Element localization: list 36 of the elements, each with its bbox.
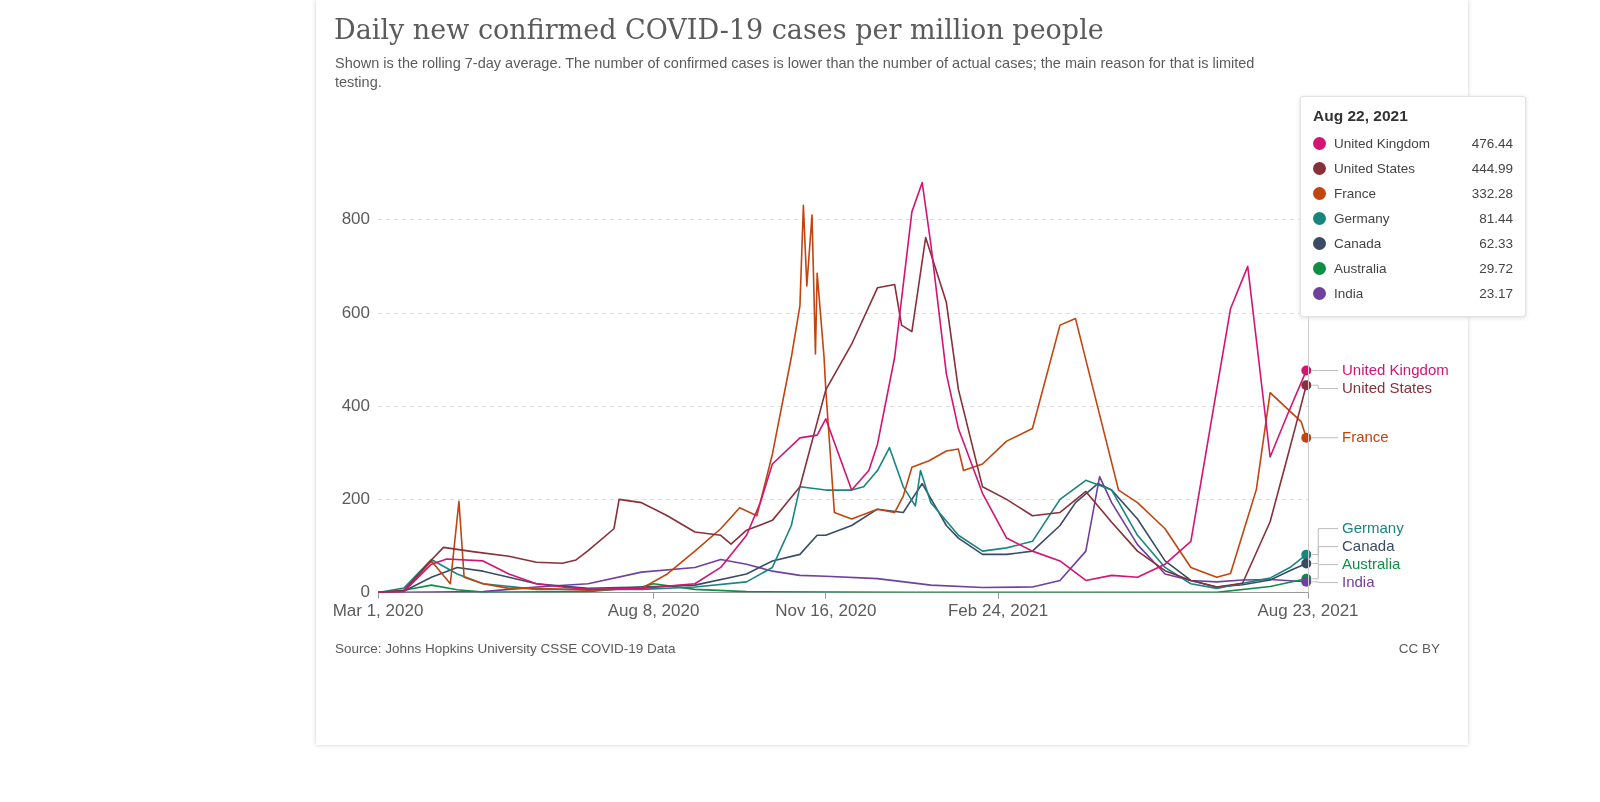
source-note: Source: Johns Hopkins University CSSE COVID-19 Data: [335, 641, 676, 656]
x-tick-label: Feb 24, 2021: [947, 601, 1049, 621]
y-tick-label: 400: [341, 395, 370, 415]
text: 23.17: [1479, 286, 1513, 301]
chart-title: Daily new confirmed COVID-19 cases per million people: [334, 14, 1104, 45]
text: United States: [1342, 378, 1433, 396]
y-tick-label: 0: [360, 582, 370, 602]
legend-label: Canada: [1334, 236, 1383, 251]
text: Germany: [1342, 518, 1404, 536]
x-tick-label: Aug 23, 2021: [1257, 601, 1359, 621]
legend-label: Germany: [1334, 211, 1391, 226]
y-tick-label: 600: [341, 302, 370, 322]
text: 81.44: [1479, 211, 1513, 226]
legend-label: United States: [1334, 161, 1417, 176]
text: Aug 22, 2021: [1313, 107, 1409, 125]
legend-label: Australia: [1334, 261, 1388, 276]
text: 29.72: [1479, 261, 1513, 276]
text: 332.28: [1471, 186, 1513, 201]
text: Australia: [1342, 554, 1401, 572]
text: France: [1342, 427, 1389, 445]
legend-label: France: [1334, 186, 1378, 201]
text: Canada: [1342, 536, 1395, 554]
y-tick-label: 200: [341, 489, 370, 509]
text: CC BY: [1398, 641, 1440, 656]
legend-label: India: [1334, 286, 1365, 301]
chart-subtitle: Shown is the rolling 7-day average. The number of confirmed cases is lower than the number of actual cases; the main reason for that is limited testing.: [335, 54, 1256, 92]
text: 444.99: [1471, 161, 1513, 176]
text: 62.33: [1479, 236, 1513, 251]
text: India: [1342, 572, 1375, 590]
x-tick-label: Mar 1, 2020: [332, 601, 424, 621]
x-tick-label: Aug 8, 2020: [607, 601, 700, 621]
text: United Kingdom: [1342, 360, 1449, 378]
x-tick-label: Nov 16, 2020: [775, 601, 877, 621]
text: 476.44: [1471, 136, 1513, 151]
legend-label: United Kingdom: [1334, 136, 1432, 151]
y-tick-label: 800: [341, 209, 370, 229]
